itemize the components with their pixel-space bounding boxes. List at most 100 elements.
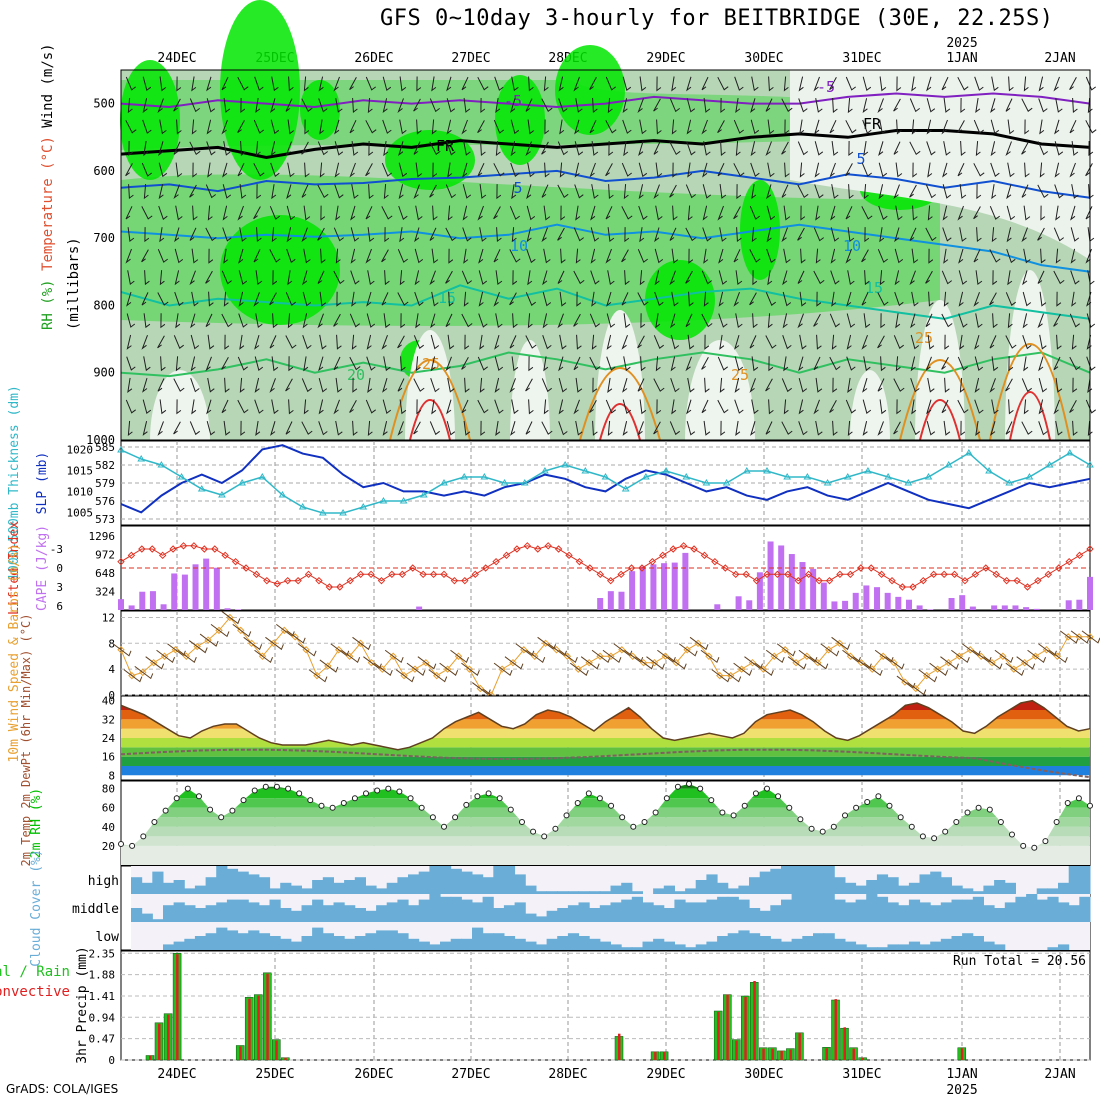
wind-barb [622, 119, 632, 134]
wind-barb [350, 270, 360, 285]
wind-barb [320, 205, 326, 221]
precip-convective-bar [780, 1050, 783, 1060]
surface-wind-barb [504, 656, 524, 670]
cloud-cover-bar [663, 908, 675, 922]
cloud-cover-bar [440, 866, 452, 894]
wind-barb [463, 97, 471, 113]
wind-barb [301, 141, 309, 155]
wind-barb [1038, 98, 1048, 113]
thickness-point [278, 491, 287, 498]
wind-barb [799, 334, 807, 350]
cloud-cover-bar [802, 936, 814, 950]
wind-barb [991, 184, 997, 200]
lifted-index-point [158, 551, 167, 560]
cloud-cover-bar [237, 933, 249, 950]
wind-barb [287, 162, 295, 178]
wind-barb [925, 270, 933, 284]
wind-barb [879, 399, 887, 415]
wind-barb [270, 119, 280, 135]
cloud-cover-bar [258, 905, 271, 922]
wind-barb [669, 141, 681, 156]
wind-barb [1022, 313, 1028, 329]
thickness-point [884, 473, 893, 480]
cloud-cover-bar [717, 896, 729, 922]
lifted-index-point [825, 576, 834, 585]
wind-barb [862, 420, 868, 436]
wind-barb [783, 399, 789, 415]
wind-barb [304, 119, 310, 135]
wind-barb [816, 334, 822, 350]
wind-barb [605, 206, 613, 220]
wind-barb [271, 227, 277, 243]
wind-barb [413, 378, 425, 392]
wind-barb [301, 378, 312, 393]
wind-barb [768, 399, 774, 415]
surface-wind-barb [929, 662, 949, 676]
thickness-point [985, 467, 993, 474]
wind-barb [926, 98, 936, 113]
wind-barb [624, 270, 630, 286]
surface-wind-barb [918, 669, 938, 683]
wind-barb [592, 377, 598, 393]
wind-barb [943, 141, 951, 156]
wind-barb [701, 356, 709, 370]
precip-convective-bar [834, 999, 837, 1060]
cloud-cover-bar [578, 936, 590, 950]
cape-bar [767, 541, 774, 610]
wind-barb [1087, 420, 1093, 436]
wind-barb [431, 248, 439, 264]
cape-bar [618, 591, 625, 610]
wind-barb [926, 76, 932, 92]
wind-barb [766, 248, 776, 264]
wind-barb [686, 76, 692, 92]
wind-barb [528, 356, 534, 372]
cloud-cover-bar [844, 882, 857, 894]
wind-barb [382, 399, 392, 414]
wind-barb [269, 335, 277, 349]
wind-barb [831, 291, 837, 307]
cloud-cover-bar [344, 905, 356, 922]
wind-barb [959, 227, 967, 242]
wind-barb [431, 76, 437, 92]
lifted-index-point [773, 570, 782, 579]
wind-barb [142, 119, 152, 134]
wind-barb [992, 313, 998, 329]
cloud-cover-bar [301, 905, 313, 922]
wind-barb [717, 399, 729, 414]
wind-barb [127, 227, 135, 243]
wind-barb [1055, 377, 1063, 393]
lifted-index-point [700, 551, 709, 560]
wind-barb [1053, 270, 1065, 285]
lifted-index-point [398, 570, 407, 579]
thickness-point [440, 479, 448, 486]
wind-barb [877, 98, 884, 113]
precip-convective-bar [762, 1048, 765, 1060]
wind-barb [494, 334, 500, 350]
wind-barb [686, 141, 696, 156]
cloud-cover-bar [141, 882, 153, 894]
wind-barb [256, 184, 262, 200]
cloud-cover-bar [525, 913, 537, 922]
wind-barb [656, 76, 662, 92]
wind-barb [942, 184, 952, 199]
wind-barb [223, 248, 229, 264]
wind-barb [223, 141, 231, 156]
wind-barb [205, 184, 216, 199]
wind-barb [367, 377, 373, 393]
thickness-point [137, 455, 146, 462]
wind-barb [703, 420, 711, 436]
cloud-cover-bar [514, 938, 526, 950]
wind-barb [302, 270, 308, 286]
lifted-index-point [221, 551, 229, 560]
wind-barb [861, 335, 868, 350]
wind-barb [638, 184, 644, 200]
wind-barb [925, 356, 932, 372]
rh-saturated-blob [120, 60, 180, 180]
wind-barb [957, 162, 965, 177]
lifted-index-point [419, 570, 427, 579]
wind-barb [701, 399, 709, 414]
cloud-cover-bar [951, 885, 963, 894]
wind-barb [910, 313, 916, 329]
wind-barb [397, 249, 408, 263]
wind-barb [479, 184, 487, 199]
